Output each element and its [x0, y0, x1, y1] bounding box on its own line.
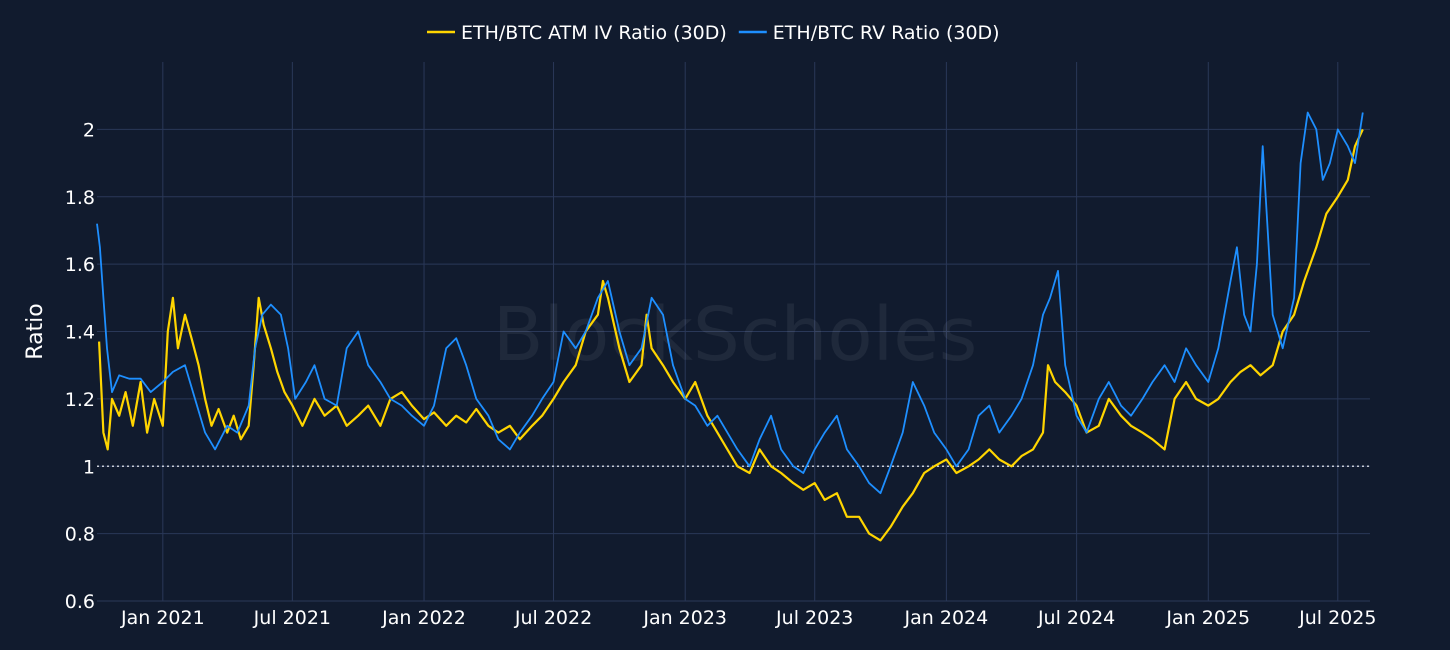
- y-tick-label: 0.8: [65, 524, 95, 546]
- y-tick-label: 0.6: [65, 591, 95, 613]
- legend-item-rv[interactable]: ETH/BTC RV Ratio (30D): [738, 22, 1000, 44]
- legend-item-iv[interactable]: ETH/BTC ATM IV Ratio (30D): [427, 22, 727, 44]
- legend-label: ETH/BTC RV Ratio (30D): [773, 22, 1000, 44]
- series-line-iv-ratio: [98, 128, 1364, 542]
- series-layer: [96, 111, 1370, 542]
- y-tick-label: 1.2: [65, 389, 95, 411]
- x-tick-label: Jan 2022: [381, 607, 466, 629]
- legend: ETH/BTC ATM IV Ratio (30D) ETH/BTC RV Rat…: [427, 22, 1000, 44]
- y-tick-label: 2: [83, 119, 95, 141]
- x-tick-label: Jul 2023: [775, 607, 853, 629]
- y-tick-label: 1.4: [65, 322, 95, 344]
- x-tick-label: Jul 2025: [1298, 607, 1376, 629]
- x-tick-label: Jan 2023: [642, 607, 727, 629]
- grid-layer: [97, 62, 1370, 602]
- series-line-rv-ratio: [96, 111, 1364, 495]
- x-tick-label: Jul 2021: [253, 607, 331, 629]
- x-tick-label: Jan 2025: [1165, 607, 1250, 629]
- x-tick-label: Jan 2024: [904, 607, 989, 629]
- y-tick-label: 1.8: [65, 187, 95, 209]
- y-axis-title: Ratio: [23, 303, 48, 359]
- y-tick-label: 1: [83, 456, 95, 478]
- x-tick-label: Jan 2021: [120, 607, 205, 629]
- watermark: BlockScholes: [493, 292, 978, 378]
- axis-layer: 0.6 0.8 1 1.2 1.4 1.6 1.8 2 Jan 2021 Jul 2021 Jan …: [23, 119, 1376, 629]
- y-tick-label: 1.6: [65, 254, 95, 276]
- legend-label: ETH/BTC ATM IV Ratio (30D): [461, 22, 727, 44]
- x-tick-label: Jul 2024: [1037, 607, 1115, 629]
- x-tick-label: Jul 2022: [514, 607, 592, 629]
